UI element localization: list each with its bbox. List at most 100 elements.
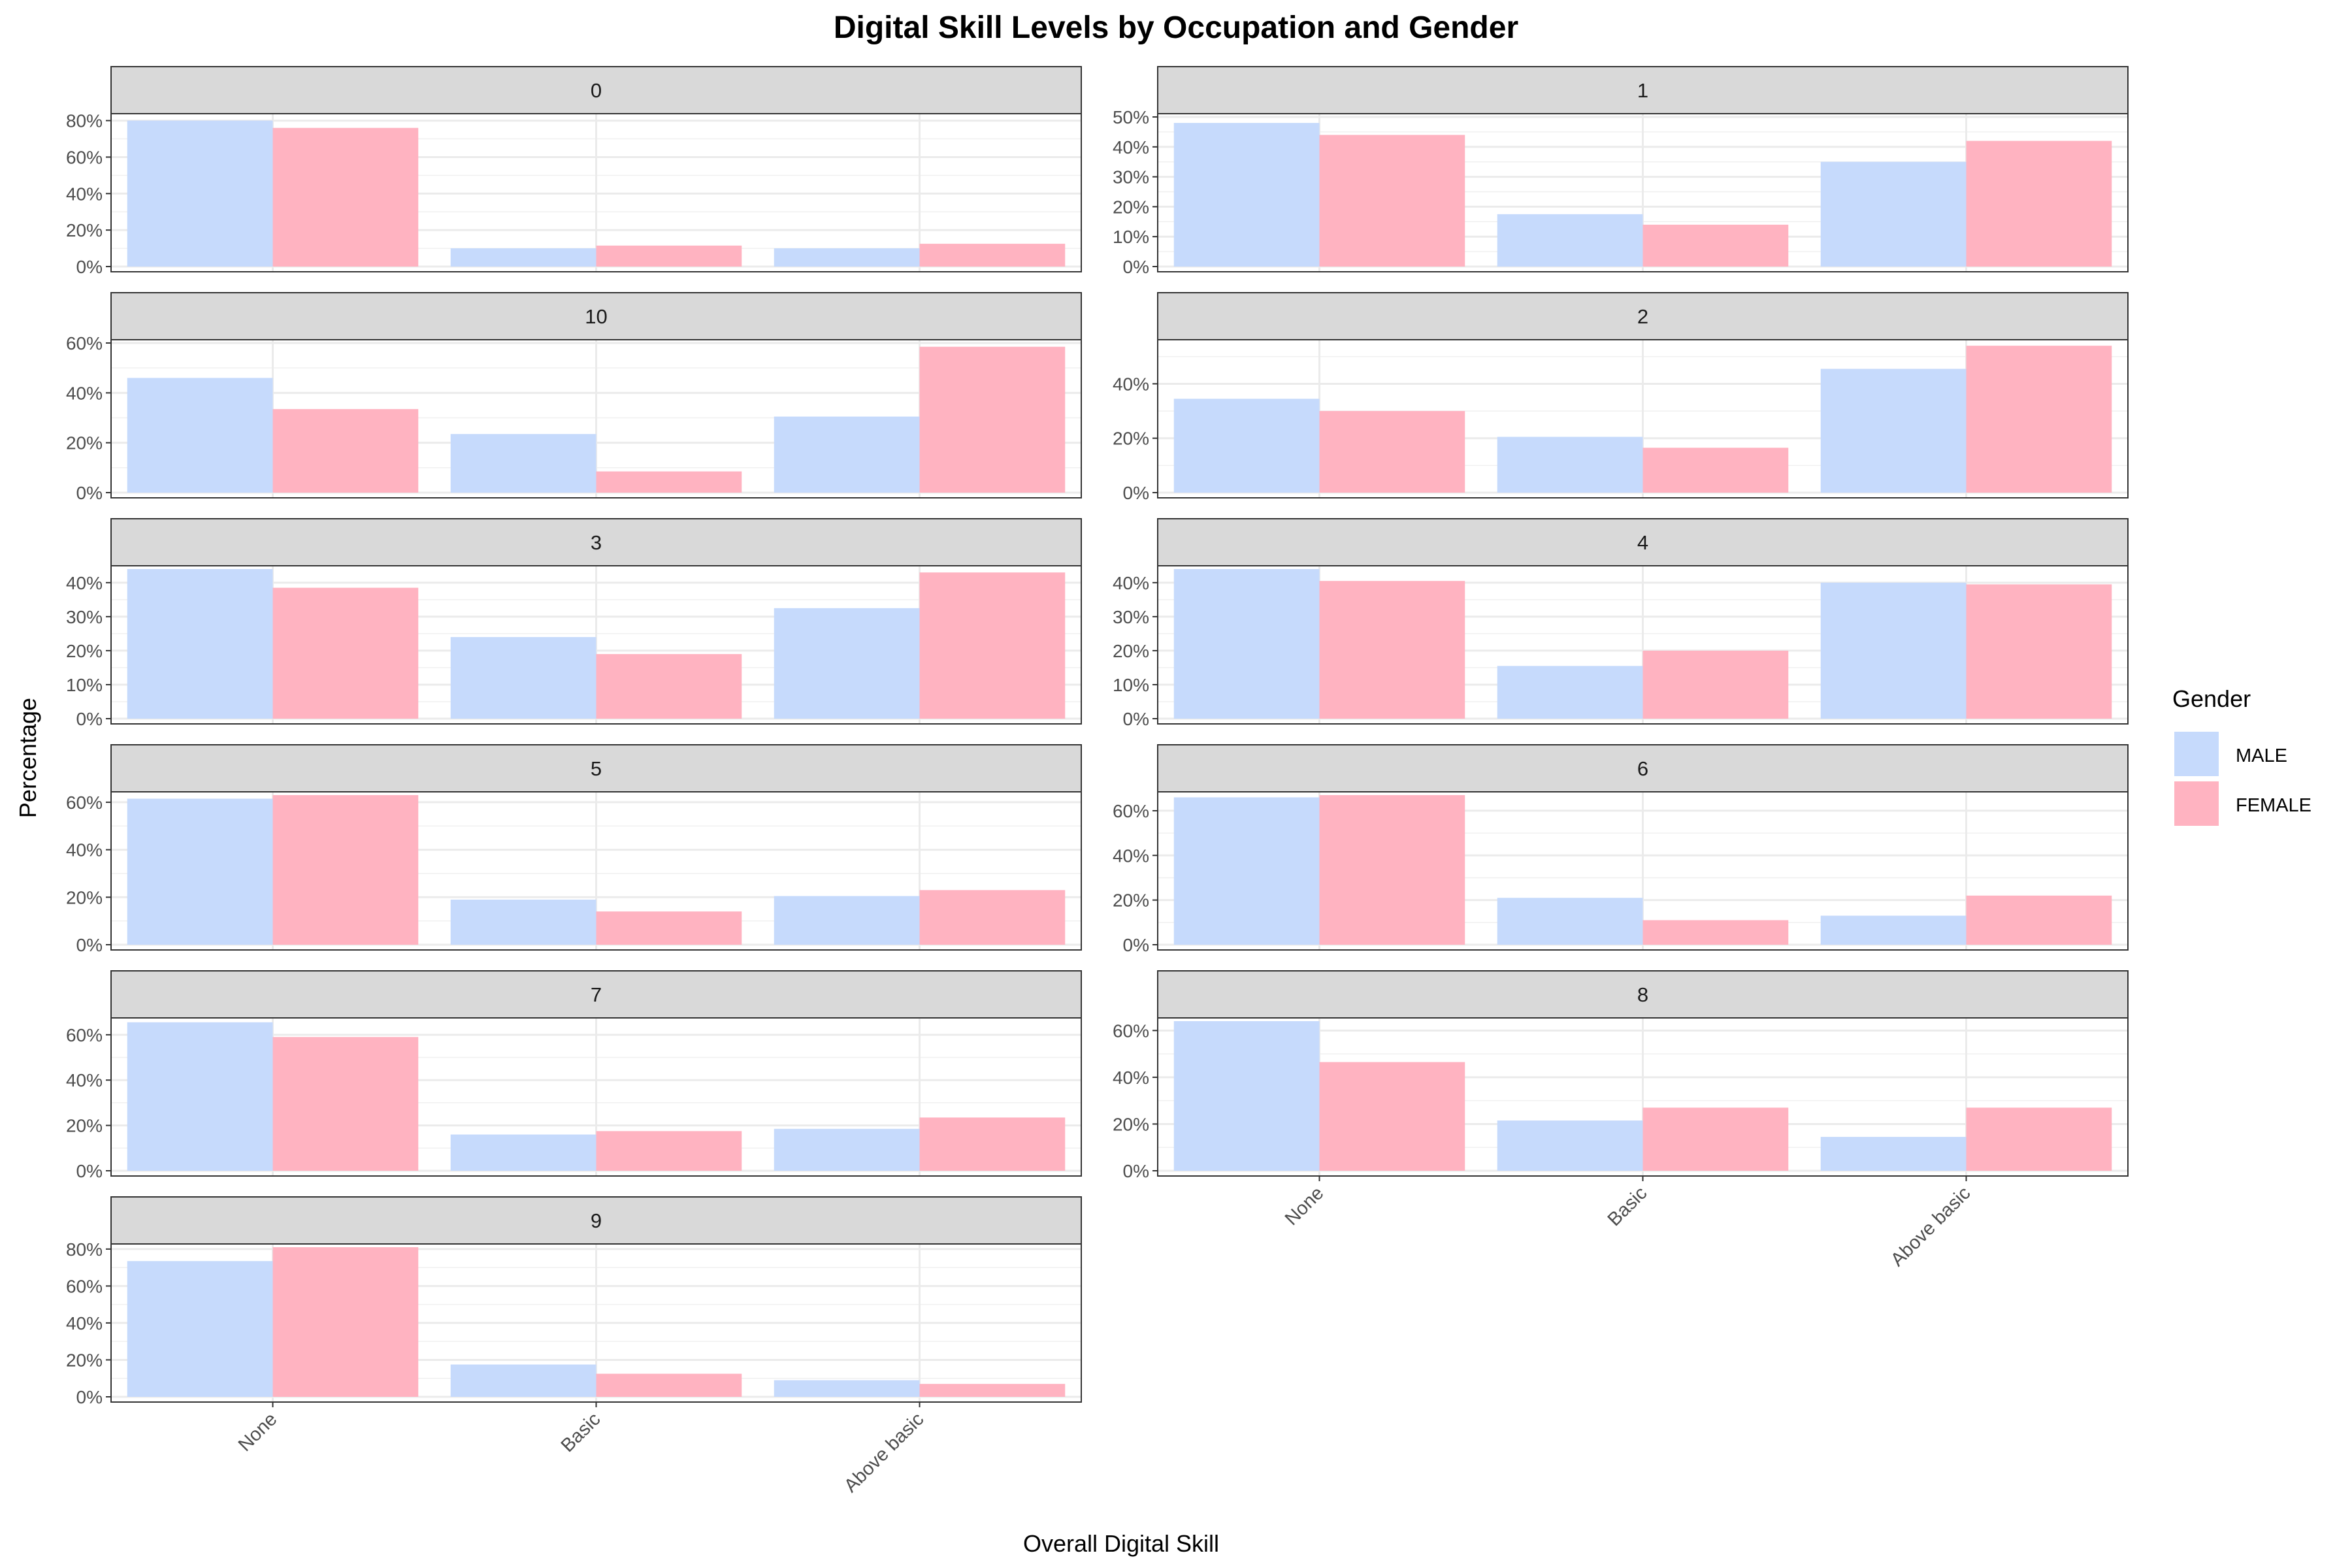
y-tick-label: 60%	[66, 333, 103, 353]
chart-title: Digital Skill Levels by Occupation and G…	[834, 10, 1518, 45]
facet-strip	[110, 970, 1082, 1019]
y-tick-label: 0%	[1123, 1161, 1149, 1181]
y-tick-label: 40%	[1113, 137, 1149, 157]
facet-panel-8: 80%20%40%60%None Basic Above basic	[1113, 970, 2129, 1271]
bar-male-none	[1173, 1021, 1320, 1171]
bar-female-above-basic	[919, 572, 1066, 719]
bar-male-basic	[450, 1364, 596, 1397]
legend: Gender MALE FEMALE	[2172, 685, 2311, 826]
y-tick-label: 40%	[66, 840, 103, 860]
y-tick-label: 20%	[66, 220, 103, 240]
bar-female-basic	[596, 911, 742, 945]
facet-panels: 00%20%40%60%80%10%10%20%30%40%50%100%20%…	[66, 66, 2129, 1497]
bar-male-none	[127, 798, 273, 945]
panel-border	[1157, 113, 2129, 272]
y-tick-label: 0%	[76, 1387, 103, 1407]
y-tick-label: 20%	[66, 641, 103, 661]
facet-strip	[1157, 66, 2129, 114]
bar-female-basic	[596, 471, 742, 493]
bar-female-basic	[596, 654, 742, 719]
y-tick-label: 0%	[76, 935, 103, 955]
y-tick-label: 0%	[76, 709, 103, 729]
bar-female-basic	[1642, 448, 1789, 493]
y-axis-title: Percentage	[14, 698, 41, 818]
y-tick-label: 10%	[1113, 227, 1149, 247]
y-tick-label: 40%	[66, 1070, 103, 1090]
bar-male-above-basic	[1820, 582, 1967, 719]
bar-female-basic	[1642, 224, 1789, 267]
y-tick-label: 20%	[1113, 429, 1149, 449]
facet-panel-0: 0 0% 20% 40% 60% 80%	[66, 66, 1082, 277]
facet-panel-1: 10%10%20%30%40%50%	[1113, 66, 2129, 277]
y-tick-label: 30%	[66, 607, 103, 627]
facet-strip-label: 2	[1637, 305, 1648, 328]
y-tick-label: 60%	[66, 792, 103, 813]
bar-female-above-basic	[919, 890, 1066, 945]
facet-strip-label: 10	[585, 305, 607, 328]
y-tick-label: 60%	[1113, 1021, 1149, 1041]
panel-border	[110, 339, 1082, 498]
legend-label-female: FEMALE	[2236, 795, 2311, 816]
bar-female-above-basic	[919, 1117, 1066, 1171]
facet-panel-2: 20%20%40%	[1113, 292, 2129, 503]
y-tick-label: 0%	[76, 1161, 103, 1181]
y-tick-label: 50%	[1113, 107, 1149, 127]
bar-female-none	[272, 1037, 419, 1171]
y-tick-label: 0%	[1123, 935, 1149, 955]
y-tick-label: 20%	[1113, 641, 1149, 661]
facet-panel-6: 60%20%40%60%	[1113, 744, 2129, 955]
y-tick-label: 60%	[66, 1276, 103, 1296]
bar-male-none	[127, 1261, 273, 1397]
y-tick-label: 40%	[1113, 374, 1149, 394]
legend-title: Gender	[2172, 685, 2251, 712]
bar-male-none	[127, 120, 273, 267]
bar-female-none	[1319, 135, 1465, 267]
y-tick-label: 40%	[1113, 573, 1149, 593]
bar-male-above-basic	[1820, 1137, 1967, 1171]
panel-border	[1157, 565, 2129, 725]
bar-female-basic	[596, 245, 742, 267]
bar-female-basic	[1642, 1107, 1789, 1171]
y-tick-label: 0%	[76, 257, 103, 277]
facet-strip-label: 4	[1637, 531, 1648, 554]
facet-strip-label: 7	[591, 983, 602, 1006]
bar-male-none	[127, 1022, 273, 1171]
y-tick-label: 20%	[66, 1116, 103, 1136]
bar-female-above-basic	[1966, 346, 2112, 493]
bar-male-basic	[1497, 214, 1643, 267]
bar-male-none	[1173, 399, 1320, 493]
y-tick-label: 0%	[1123, 483, 1149, 503]
bar-female-above-basic	[1966, 1107, 2112, 1171]
facet-strip-label: 5	[591, 757, 602, 780]
facet-strip-label: 8	[1637, 983, 1648, 1006]
bar-male-above-basic	[774, 1128, 920, 1171]
bar-female-none	[272, 1247, 419, 1397]
bar-male-above-basic	[1820, 161, 1967, 267]
facet-strip	[1157, 518, 2129, 566]
bar-male-basic	[450, 637, 596, 719]
bar-male-above-basic	[1820, 368, 1967, 493]
bar-female-none	[272, 409, 419, 493]
legend-key-male	[2174, 732, 2219, 776]
bar-male-basic	[450, 434, 596, 493]
facet-strip	[1157, 292, 2129, 340]
bar-female-above-basic	[919, 1384, 1066, 1397]
bar-male-above-basic	[774, 416, 920, 493]
legend-label-male: MALE	[2236, 745, 2287, 766]
bar-female-above-basic	[919, 346, 1066, 493]
facet-strip	[110, 744, 1082, 792]
bar-female-above-basic	[1966, 584, 2112, 719]
y-tick-label: 80%	[66, 111, 103, 131]
facet-panel-7: 7 0% 20% 40% 60%	[66, 970, 1082, 1181]
bar-male-basic	[450, 899, 596, 945]
panel-border	[110, 113, 1082, 272]
bar-male-basic	[1497, 898, 1643, 945]
y-tick-label: 40%	[1113, 845, 1149, 866]
y-tick-label: 80%	[66, 1239, 103, 1260]
facet-panel-10: 10 0% 20% 40% 60%	[66, 292, 1082, 503]
y-tick-label: 20%	[1113, 890, 1149, 911]
bar-female-basic	[596, 1131, 742, 1171]
bar-female-basic	[1642, 920, 1789, 945]
y-tick-label: 0%	[76, 483, 103, 503]
